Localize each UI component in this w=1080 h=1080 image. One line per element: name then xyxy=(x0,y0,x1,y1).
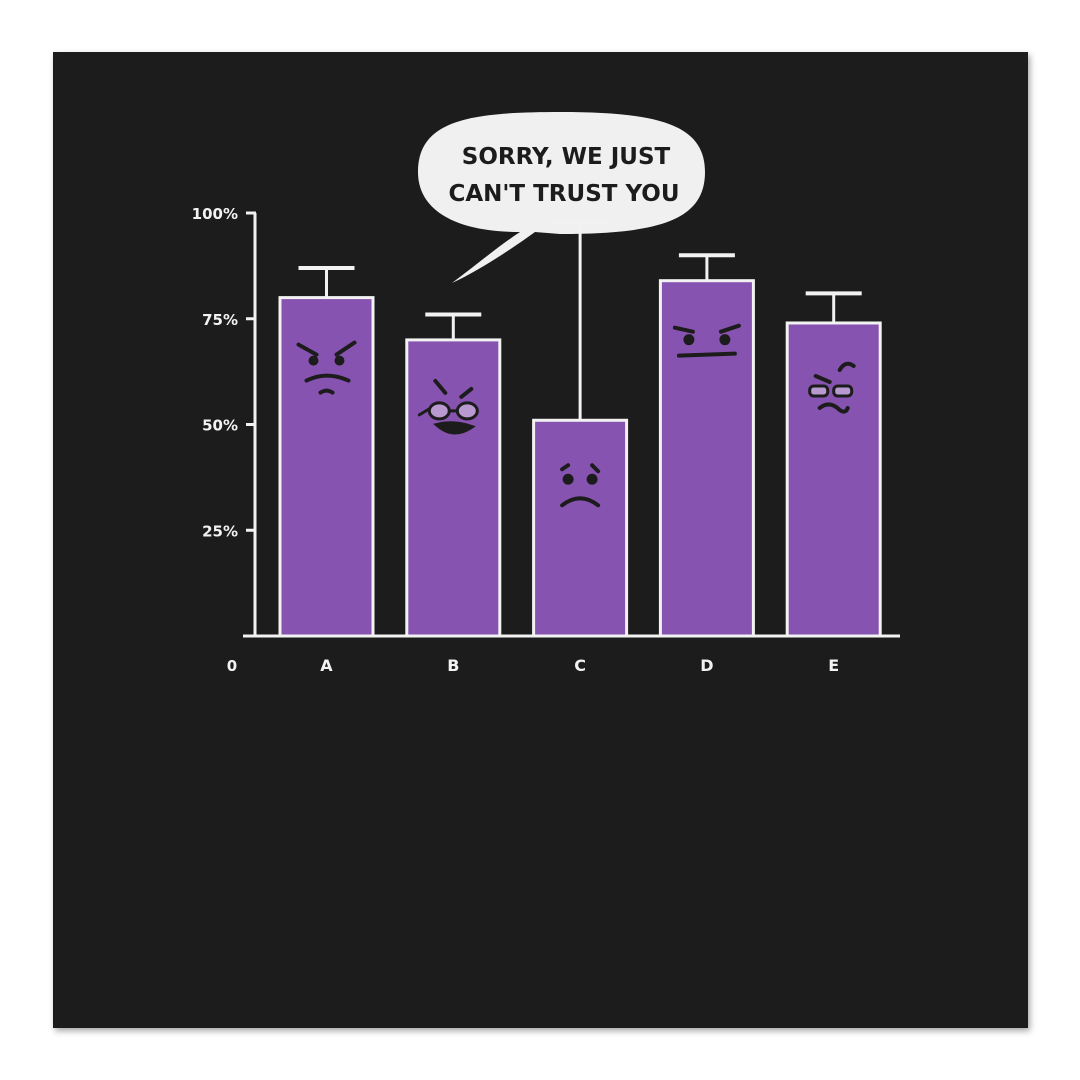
skeptical-face-lines xyxy=(813,361,856,414)
brows xyxy=(433,378,474,399)
bar-b xyxy=(405,338,502,638)
sad-face-lines xyxy=(560,463,601,508)
bar-c xyxy=(532,418,629,638)
y-tick-label: 100% xyxy=(192,205,238,223)
eye xyxy=(334,355,345,366)
x-tick-label: C xyxy=(574,656,586,675)
glasses-lens xyxy=(832,384,854,398)
face-icon-skeptical-glasses xyxy=(808,361,856,414)
glasses-lens xyxy=(455,401,479,421)
bar-a xyxy=(278,296,375,638)
bubble-text-line1: SORRY, WE JUST xyxy=(462,144,671,170)
eye xyxy=(683,334,695,346)
eye xyxy=(308,355,319,366)
eye xyxy=(719,334,731,346)
glasses-lens xyxy=(808,384,830,398)
bubble-text-line2: CAN'T TRUST YOU xyxy=(448,181,679,207)
mouth xyxy=(433,421,476,435)
origin-label: 0 xyxy=(227,657,237,675)
face-icon-sad xyxy=(560,463,601,508)
eye xyxy=(586,473,598,485)
y-tick-label: 50% xyxy=(202,417,238,435)
face-icon-angry xyxy=(296,340,357,395)
x-tick-label: E xyxy=(828,656,839,675)
y-tick-label: 25% xyxy=(202,522,238,540)
bar-d xyxy=(658,279,755,638)
face-icon-suspicious xyxy=(672,323,741,358)
x-tick-label: B xyxy=(447,656,459,675)
glasses-frame xyxy=(417,407,459,417)
x-tick-label: D xyxy=(700,656,713,675)
eye xyxy=(562,473,574,485)
bar-e xyxy=(785,321,882,638)
y-tick-label: 75% xyxy=(202,311,238,329)
angry-face-lines xyxy=(296,340,357,395)
suspicious-face-lines xyxy=(672,323,741,358)
glasses-lens xyxy=(427,401,451,421)
speech-bubble: SORRY, WE JUST CAN'T TRUST YOU xyxy=(418,112,705,283)
x-tick-label: A xyxy=(320,656,333,675)
face-icon-angry-glasses xyxy=(417,378,479,435)
